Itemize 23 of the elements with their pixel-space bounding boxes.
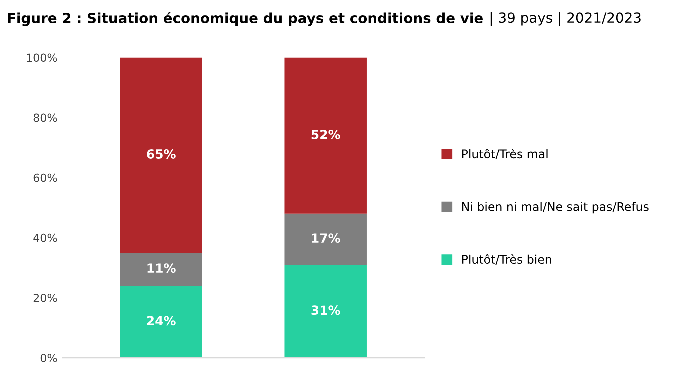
data-label: 31% bbox=[312, 306, 340, 316]
data-label: 24% bbox=[147, 316, 176, 326]
data-label: 17% bbox=[312, 234, 340, 244]
y-tick-label: 40% bbox=[34, 234, 58, 242]
data-label: 52% bbox=[312, 130, 340, 140]
bar bbox=[284, 58, 367, 214]
legend-label: Plutôt/Très mal bbox=[462, 148, 548, 160]
legend-label: Ni bien ni mal/Ne sait pas/Refus bbox=[462, 202, 649, 214]
bar bbox=[284, 214, 367, 265]
legend-label: Plutôt/Très bien bbox=[462, 254, 552, 265]
bar bbox=[284, 264, 367, 358]
text: | 39 pays | 2021/2023 bbox=[490, 12, 641, 26]
chart-title: Figure 2 : Situation économique du pays et conditions de vie bbox=[8, 12, 483, 26]
data-label: 65% bbox=[147, 150, 176, 159]
data-label: 11% bbox=[148, 264, 176, 274]
bar bbox=[120, 58, 202, 253]
y-tick-label: 20% bbox=[34, 294, 58, 302]
y-tick-label: 80% bbox=[34, 114, 58, 122]
bar bbox=[120, 286, 202, 358]
y-tick-label: 60% bbox=[34, 174, 58, 182]
bar bbox=[120, 252, 202, 286]
y-tick-label: 100% bbox=[27, 54, 58, 62]
y-tick-label: 0% bbox=[40, 354, 58, 362]
